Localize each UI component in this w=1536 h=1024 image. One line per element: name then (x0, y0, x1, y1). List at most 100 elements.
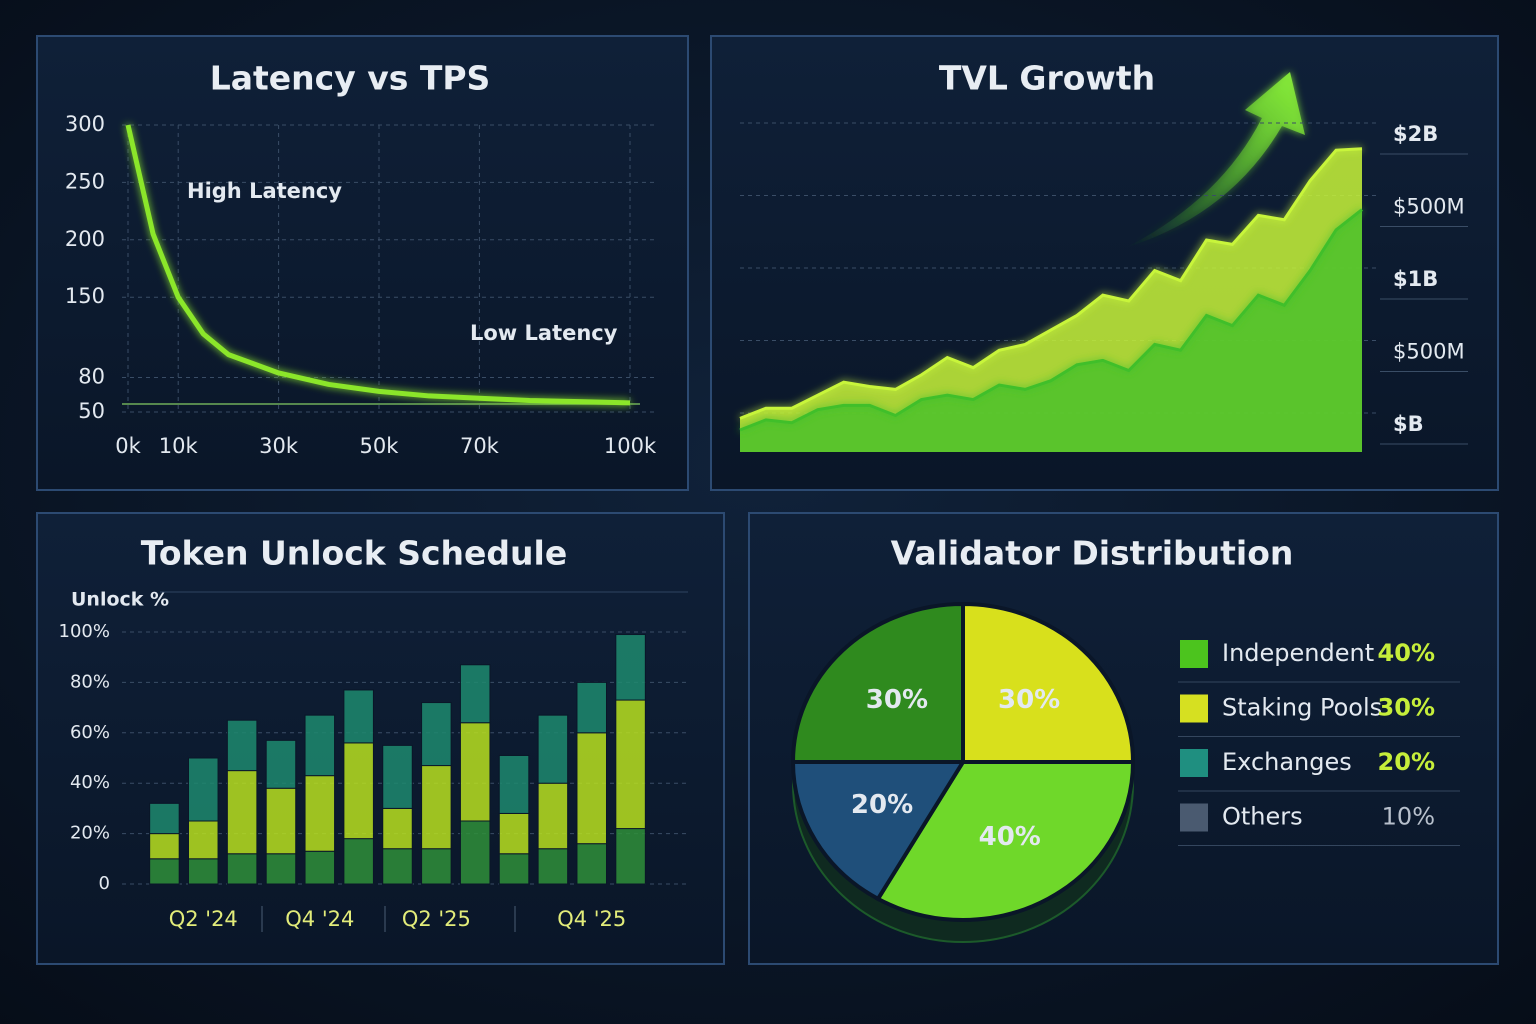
legend-swatch (1180, 749, 1208, 777)
area-fill (740, 209, 1362, 452)
legend-swatch (1180, 640, 1208, 668)
bar-segment (498, 812, 530, 855)
x-tick-label: 30k (259, 434, 299, 458)
bar-segment (265, 853, 297, 885)
bar-segment (343, 838, 374, 885)
bar-segment (343, 689, 374, 744)
bar-segment (498, 754, 530, 814)
x-tick-label: 0k (115, 434, 141, 458)
legend-label: Staking Pools (1222, 694, 1382, 722)
bar-segment (421, 702, 452, 767)
y-tick-label: 60% (70, 722, 110, 743)
bar-segment (576, 843, 607, 885)
bar-segment (343, 742, 374, 840)
bar-segment (382, 744, 413, 809)
x-tick-label: Q4 '25 (557, 907, 626, 931)
bar-segment (537, 848, 569, 885)
legend-label: Others (1222, 803, 1303, 831)
bar-segment (459, 820, 491, 885)
bar-segment (188, 757, 219, 822)
y-axis-label: $B (1393, 412, 1424, 436)
y-axis-label: $500M (1393, 340, 1465, 364)
y-tick-label: 0 (99, 873, 110, 894)
x-tick-label: 50k (360, 434, 400, 458)
bar-segment (304, 775, 336, 852)
y-tick-label: 40% (70, 772, 110, 793)
legend-value: 30% (1378, 694, 1435, 722)
legend-label: Independent (1222, 639, 1374, 667)
bar-segment (304, 850, 336, 885)
latency-line (125, 124, 631, 406)
pie-slice (790, 601, 965, 764)
bar-segment (149, 833, 180, 860)
y-tick-label: 50 (78, 399, 105, 423)
bar-segment (615, 699, 646, 830)
y-axis-label: $500M (1393, 195, 1465, 219)
chart-title: Validator Distribution (891, 534, 1294, 573)
y-tick-label: 80% (70, 671, 110, 692)
bar-segment (382, 848, 413, 885)
legend-value: 20% (1378, 748, 1435, 776)
bar-segment (188, 858, 219, 885)
x-tick-label: Q2 '25 (402, 907, 471, 931)
x-tick-label: 10k (159, 434, 199, 458)
bar-segment (226, 853, 258, 885)
bar-segment (265, 739, 297, 789)
y-axis-title: Unlock % (71, 589, 169, 611)
bar-segment (226, 719, 258, 772)
area-line (739, 208, 1363, 432)
y-tick-label: 300 (65, 112, 105, 136)
bar-segment (615, 634, 646, 701)
bar-segment (226, 770, 258, 855)
y-tick-label: 100% (59, 621, 110, 642)
bar-segment (304, 714, 336, 777)
y-axis-label: $1B (1393, 267, 1438, 291)
bar-segment (576, 732, 607, 845)
bar-segment (421, 765, 452, 850)
x-tick-label: Q2 '24 (169, 907, 238, 931)
bar-segment (537, 714, 569, 784)
pie-slice (790, 760, 967, 902)
panel (36, 35, 689, 491)
bar-segment (576, 681, 607, 734)
x-tick-label: 70k (460, 434, 500, 458)
bar-segment (149, 858, 180, 885)
bar-segment (382, 807, 413, 850)
legend-value: 40% (1378, 639, 1435, 667)
bar-segment (498, 853, 530, 885)
annotation: Low Latency (470, 321, 618, 345)
y-tick-label: 20% (70, 823, 110, 844)
pie-slice (961, 601, 1136, 764)
y-tick-label: 250 (65, 169, 105, 193)
y-tick-label: 200 (65, 227, 105, 251)
x-tick-label: Q4 '24 (285, 907, 354, 931)
area-line (739, 147, 1363, 420)
bar-segment (149, 802, 180, 835)
bar-segment (537, 782, 569, 850)
bar-segment (188, 820, 219, 860)
legend-label: Exchanges (1222, 748, 1352, 776)
chart-title: TVL Growth (939, 59, 1155, 98)
slice-label: 30% (866, 685, 928, 715)
y-tick-label: 150 (65, 284, 105, 308)
slice-label: 20% (851, 790, 913, 820)
bar-segment (459, 664, 491, 724)
slice-label: 30% (998, 685, 1060, 715)
growth-arrow (1125, 72, 1305, 248)
x-tick-label: 100k (604, 434, 657, 458)
y-axis-label: $2B (1393, 122, 1438, 146)
pie-slice (875, 760, 1136, 922)
y-tick-label: 80 (78, 365, 105, 389)
slice-label: 40% (979, 822, 1041, 852)
annotation: High Latency (187, 179, 342, 203)
bar-segment (615, 828, 646, 885)
chart-title: Latency vs TPS (210, 59, 491, 98)
legend-value: 10% (1382, 803, 1435, 831)
legend-swatch (1180, 803, 1208, 832)
bar-segment (421, 848, 452, 885)
bar-segment (265, 787, 297, 855)
chart-title: Token Unlock Schedule (141, 534, 568, 573)
legend-swatch (1180, 694, 1208, 723)
bar-segment (459, 722, 491, 822)
